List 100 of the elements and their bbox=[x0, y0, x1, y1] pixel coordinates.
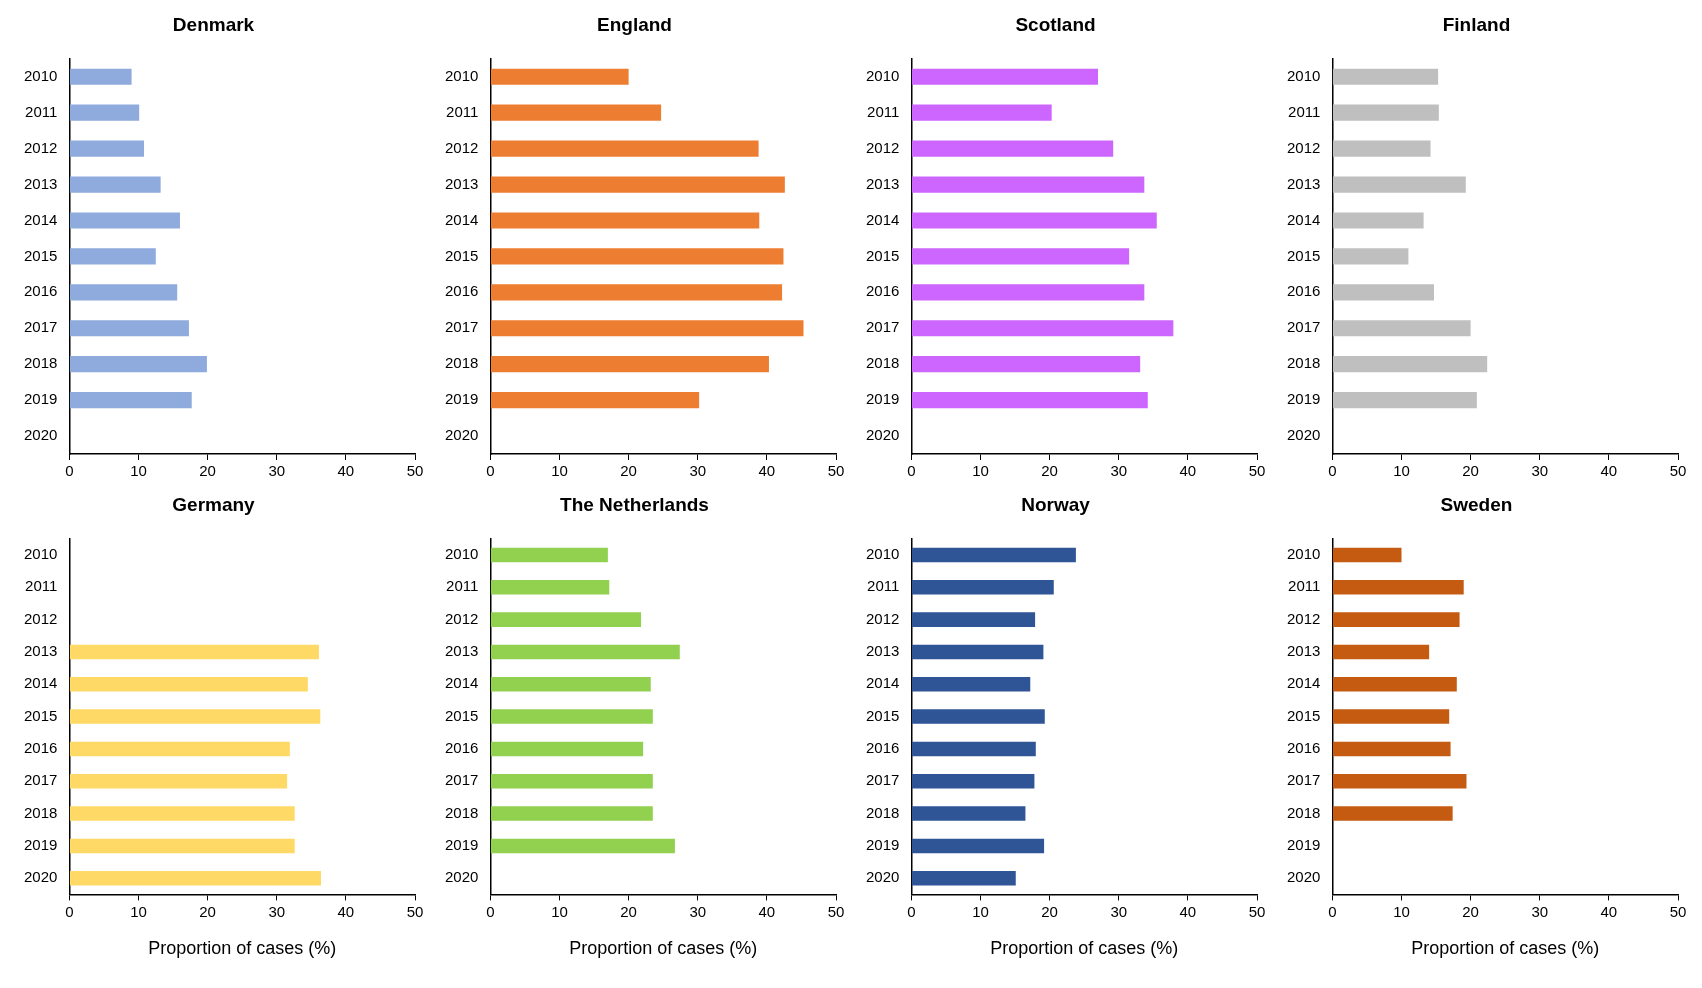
chart-title: Scotland bbox=[1015, 13, 1096, 35]
x-tick-label: 0 bbox=[1328, 462, 1337, 480]
bar bbox=[1332, 773, 1467, 789]
bar bbox=[1332, 741, 1451, 757]
bar bbox=[1332, 392, 1477, 409]
y-tick-label: 2016 bbox=[23, 282, 58, 300]
x-axis-title: Proportion of cases (%) bbox=[148, 938, 337, 959]
y-tick-label: 2018 bbox=[444, 354, 479, 372]
y-tick-label: 2016 bbox=[444, 739, 479, 757]
y-tick-label: 2019 bbox=[865, 390, 900, 408]
bar bbox=[490, 140, 759, 157]
y-tick-label: 2017 bbox=[444, 771, 479, 789]
y-tick-label: 2012 bbox=[23, 138, 58, 156]
y-tick-label: 2018 bbox=[1286, 803, 1321, 821]
bar bbox=[911, 806, 1026, 821]
bar bbox=[1332, 212, 1424, 229]
bar bbox=[911, 68, 1099, 85]
bar bbox=[69, 176, 161, 193]
x-tick-label: 0 bbox=[907, 902, 916, 920]
bar bbox=[69, 104, 140, 121]
y-tick-label: 2013 bbox=[23, 642, 58, 660]
y-tick-label: 2011 bbox=[446, 577, 479, 595]
bar bbox=[490, 806, 653, 821]
bar bbox=[911, 547, 1076, 563]
chart-title: The Netherlands bbox=[560, 493, 709, 515]
y-tick-label: 2010 bbox=[444, 545, 479, 563]
x-tick-label: 30 bbox=[1110, 902, 1128, 920]
x-tick-label: 30 bbox=[1531, 462, 1549, 480]
y-tick-label: 2016 bbox=[865, 739, 900, 757]
y-tick-label: 2017 bbox=[1286, 318, 1321, 336]
bar bbox=[1332, 284, 1434, 301]
y-tick-label: 2018 bbox=[444, 803, 479, 821]
y-tick-label: 2016 bbox=[865, 282, 900, 300]
x-tick-label: 50 bbox=[1248, 902, 1266, 920]
y-tick-label: 2020 bbox=[865, 426, 900, 444]
y-tick-label: 2011 bbox=[1288, 577, 1321, 595]
y-tick-label: 2011 bbox=[25, 102, 58, 120]
y-tick-label: 2014 bbox=[444, 210, 479, 228]
y-tick-label: 2013 bbox=[444, 174, 479, 192]
bar bbox=[911, 773, 1035, 789]
y-tick-label: 2016 bbox=[1286, 739, 1321, 757]
bar bbox=[1332, 644, 1430, 660]
x-tick-label: 40 bbox=[1600, 902, 1618, 920]
bar bbox=[911, 870, 1016, 886]
x-tick-label: 0 bbox=[65, 902, 74, 920]
y-tick-label: 2015 bbox=[865, 706, 900, 724]
chart-title: Germany bbox=[172, 493, 256, 515]
y-tick-label: 2012 bbox=[444, 609, 479, 627]
x-tick-label: 10 bbox=[972, 902, 989, 920]
y-tick-label: 2013 bbox=[865, 174, 900, 192]
bar bbox=[490, 176, 785, 193]
bar bbox=[911, 741, 1036, 757]
x-tick-label: 40 bbox=[337, 462, 355, 480]
y-tick-label: 2013 bbox=[1286, 642, 1321, 660]
y-tick-label: 2014 bbox=[23, 674, 58, 692]
y-tick-label: 2010 bbox=[23, 545, 58, 563]
chart-title: Sweden bbox=[1440, 493, 1513, 515]
y-tick-label: 2015 bbox=[23, 706, 58, 724]
x-tick-label: 10 bbox=[551, 902, 568, 920]
x-tick-label: 20 bbox=[1041, 902, 1058, 920]
y-tick-label: 2013 bbox=[865, 642, 900, 660]
bar bbox=[490, 644, 680, 660]
bar bbox=[490, 284, 783, 301]
x-tick-label: 20 bbox=[1462, 462, 1479, 480]
y-tick-label: 2015 bbox=[1286, 706, 1321, 724]
y-tick-label: 2019 bbox=[1286, 390, 1321, 408]
y-tick-label: 2010 bbox=[1286, 545, 1321, 563]
y-tick-label: 2015 bbox=[23, 246, 58, 264]
bar bbox=[69, 741, 290, 757]
bar bbox=[69, 392, 192, 409]
bar bbox=[490, 547, 608, 563]
y-tick-label: 2010 bbox=[865, 66, 900, 84]
y-tick-label: 2010 bbox=[1286, 66, 1321, 84]
bar bbox=[1332, 140, 1431, 157]
x-axis-title: Proportion of cases (%) bbox=[569, 938, 758, 959]
y-tick-label: 2015 bbox=[444, 706, 479, 724]
y-tick-label: 2012 bbox=[865, 609, 900, 627]
bar bbox=[911, 212, 1157, 229]
x-tick-label: 0 bbox=[486, 902, 495, 920]
x-tick-label: 50 bbox=[1248, 462, 1266, 480]
y-tick-label: 2019 bbox=[23, 836, 58, 854]
y-tick-label: 2015 bbox=[865, 246, 900, 264]
bar bbox=[69, 838, 295, 854]
y-tick-label: 2011 bbox=[1288, 102, 1321, 120]
bar bbox=[69, 212, 180, 229]
x-tick-label: 20 bbox=[620, 902, 637, 920]
y-tick-label: 2015 bbox=[444, 246, 479, 264]
x-tick-label: 10 bbox=[551, 462, 568, 480]
y-tick-label: 2012 bbox=[1286, 138, 1321, 156]
x-tick-label: 0 bbox=[1328, 902, 1337, 920]
x-tick-label: 30 bbox=[689, 462, 707, 480]
x-tick-label: 40 bbox=[1179, 462, 1197, 480]
bar bbox=[69, 356, 207, 373]
bar bbox=[69, 773, 288, 789]
bar bbox=[490, 612, 642, 627]
y-tick-label: 2014 bbox=[23, 210, 58, 228]
y-tick-label: 2011 bbox=[867, 577, 900, 595]
x-tick-label: 20 bbox=[620, 462, 637, 480]
y-tick-label: 2013 bbox=[1286, 174, 1321, 192]
y-tick-label: 2014 bbox=[444, 674, 479, 692]
